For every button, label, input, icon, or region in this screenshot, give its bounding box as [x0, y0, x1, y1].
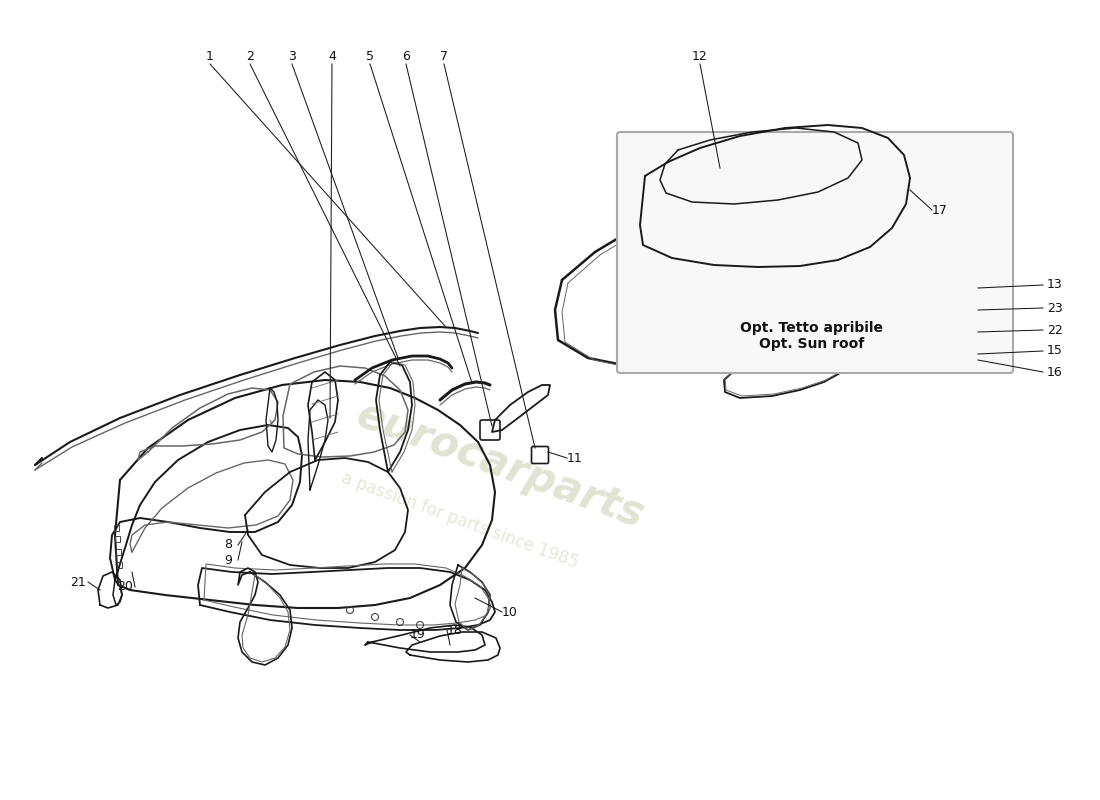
Text: Opt. Sun roof: Opt. Sun roof: [759, 337, 865, 351]
Text: 6: 6: [403, 50, 410, 63]
Text: 12: 12: [692, 50, 708, 63]
Bar: [114, 525, 119, 531]
Text: 23: 23: [1047, 302, 1063, 314]
Text: eurocarparts: eurocarparts: [350, 394, 650, 537]
Text: 16: 16: [1047, 366, 1063, 378]
Text: 1: 1: [206, 50, 213, 63]
Bar: [116, 536, 120, 542]
Text: 17: 17: [932, 203, 948, 217]
Text: 7: 7: [440, 50, 448, 63]
Text: 22: 22: [1047, 323, 1063, 337]
Text: 4: 4: [328, 50, 336, 63]
Text: a passion for parts since 1985: a passion for parts since 1985: [339, 469, 581, 571]
Text: 2: 2: [246, 50, 254, 63]
Text: 21: 21: [70, 575, 86, 589]
Text: 11: 11: [568, 451, 583, 465]
Text: 9: 9: [224, 554, 232, 566]
Bar: [116, 549, 121, 555]
Text: 19: 19: [410, 629, 426, 642]
Text: Opt. Tetto apribile: Opt. Tetto apribile: [740, 321, 883, 335]
Text: 20: 20: [117, 581, 133, 594]
Bar: [117, 562, 122, 568]
Text: 8: 8: [224, 538, 232, 551]
Text: 10: 10: [502, 606, 518, 618]
Text: 3: 3: [288, 50, 296, 63]
FancyBboxPatch shape: [617, 132, 1013, 373]
Text: 15: 15: [1047, 345, 1063, 358]
Text: 18: 18: [447, 623, 463, 637]
Text: 5: 5: [366, 50, 374, 63]
Text: 13: 13: [1047, 278, 1063, 291]
